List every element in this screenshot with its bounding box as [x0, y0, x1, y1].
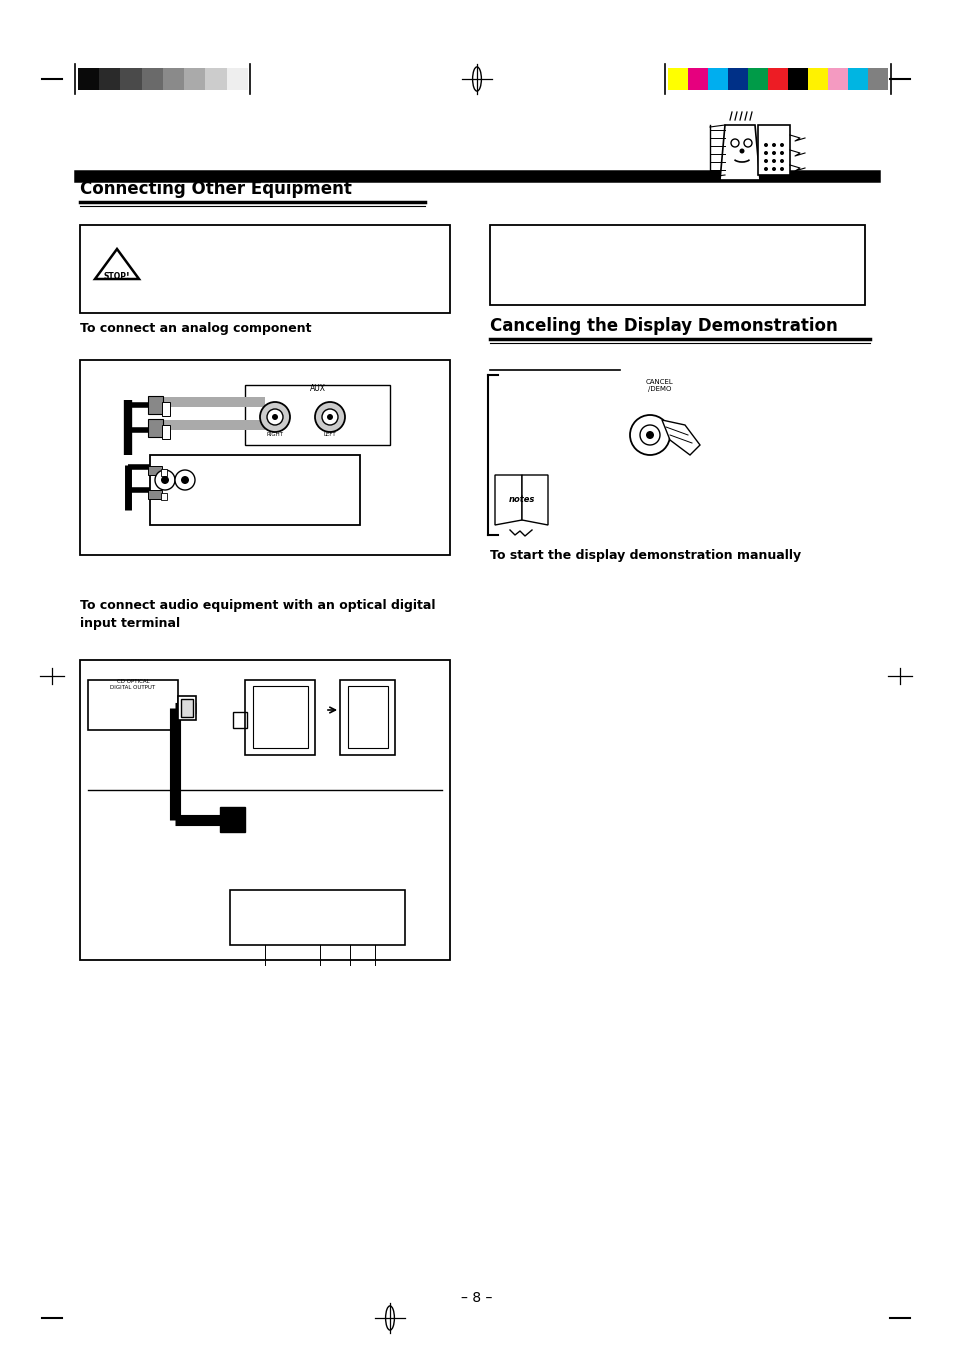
Bar	[758, 124, 789, 174]
Circle shape	[629, 415, 669, 456]
Text: CD OPTICAL
DIGITAL OUTPUT: CD OPTICAL DIGITAL OUTPUT	[111, 679, 155, 690]
Bar	[142, 68, 163, 91]
Bar	[339, 680, 395, 754]
Bar	[150, 456, 359, 525]
Bar	[253, 685, 308, 748]
Circle shape	[780, 151, 783, 155]
Text: – 8 –: – 8 –	[461, 1291, 492, 1305]
Bar	[148, 419, 163, 437]
Circle shape	[763, 143, 767, 147]
Text: LEFT: LEFT	[323, 433, 336, 437]
Polygon shape	[661, 420, 700, 456]
Circle shape	[771, 160, 775, 164]
Circle shape	[154, 470, 174, 489]
Bar	[99, 68, 120, 91]
Circle shape	[645, 431, 654, 439]
Circle shape	[327, 414, 333, 420]
Bar	[787, 68, 807, 91]
Circle shape	[639, 425, 659, 445]
Text: CANCEL
/DEMO: CANCEL /DEMO	[645, 379, 673, 392]
Bar	[163, 68, 184, 91]
Bar	[78, 68, 99, 91]
Circle shape	[771, 143, 775, 147]
Circle shape	[763, 168, 767, 170]
Circle shape	[267, 410, 283, 425]
Bar	[847, 68, 867, 91]
Circle shape	[730, 139, 739, 147]
Bar	[245, 385, 390, 445]
Bar	[148, 489, 162, 499]
Bar	[227, 68, 248, 91]
Bar	[807, 68, 827, 91]
Bar	[245, 680, 314, 754]
Circle shape	[763, 151, 767, 155]
Text: Connecting Other Equipment: Connecting Other Equipment	[80, 180, 352, 197]
Polygon shape	[521, 475, 547, 525]
Bar	[348, 685, 388, 748]
Circle shape	[743, 139, 751, 147]
Circle shape	[771, 151, 775, 155]
Bar	[490, 224, 864, 306]
Circle shape	[322, 410, 337, 425]
Circle shape	[272, 414, 277, 420]
Bar	[767, 68, 787, 91]
Polygon shape	[495, 475, 521, 525]
Bar	[727, 68, 747, 91]
Bar	[181, 699, 193, 717]
Polygon shape	[720, 124, 760, 180]
Text: Canceling the Display Demonstration: Canceling the Display Demonstration	[490, 316, 837, 335]
Bar	[178, 696, 195, 721]
Bar	[205, 68, 227, 91]
Bar	[161, 469, 167, 476]
Text: STOP!: STOP!	[104, 272, 131, 281]
Ellipse shape	[385, 1306, 394, 1330]
Circle shape	[763, 160, 767, 164]
Bar	[747, 68, 767, 91]
Text: AUX: AUX	[309, 384, 325, 393]
Circle shape	[739, 149, 743, 154]
Bar	[88, 680, 178, 730]
Ellipse shape	[472, 66, 481, 91]
Text: To connect an analog component: To connect an analog component	[80, 322, 312, 335]
Circle shape	[780, 160, 783, 164]
Bar	[154, 420, 265, 430]
Circle shape	[161, 476, 169, 484]
Circle shape	[174, 470, 194, 489]
Bar	[161, 493, 167, 500]
Text: notes: notes	[508, 495, 535, 504]
Text: To connect audio equipment with an optical digital
input terminal: To connect audio equipment with an optic…	[80, 599, 435, 630]
Circle shape	[780, 168, 783, 170]
Circle shape	[260, 402, 290, 433]
Bar	[867, 68, 887, 91]
Bar	[80, 360, 450, 556]
Circle shape	[181, 476, 189, 484]
Bar	[162, 402, 170, 416]
Text: To start the display demonstration manually: To start the display demonstration manua…	[490, 549, 801, 562]
Bar	[667, 68, 687, 91]
Bar	[162, 425, 170, 439]
Bar	[80, 660, 450, 960]
Bar	[184, 68, 205, 91]
Bar	[220, 807, 245, 831]
Bar	[230, 890, 405, 945]
Circle shape	[314, 402, 345, 433]
Text: RIGHT: RIGHT	[266, 433, 283, 437]
Bar	[148, 466, 162, 475]
Bar	[148, 396, 163, 414]
Bar	[707, 68, 727, 91]
Circle shape	[771, 168, 775, 170]
Bar	[827, 68, 847, 91]
Bar	[120, 68, 142, 91]
Circle shape	[780, 143, 783, 147]
Bar	[687, 68, 707, 91]
Bar	[154, 397, 265, 407]
Bar	[233, 713, 247, 727]
Bar	[80, 224, 450, 314]
